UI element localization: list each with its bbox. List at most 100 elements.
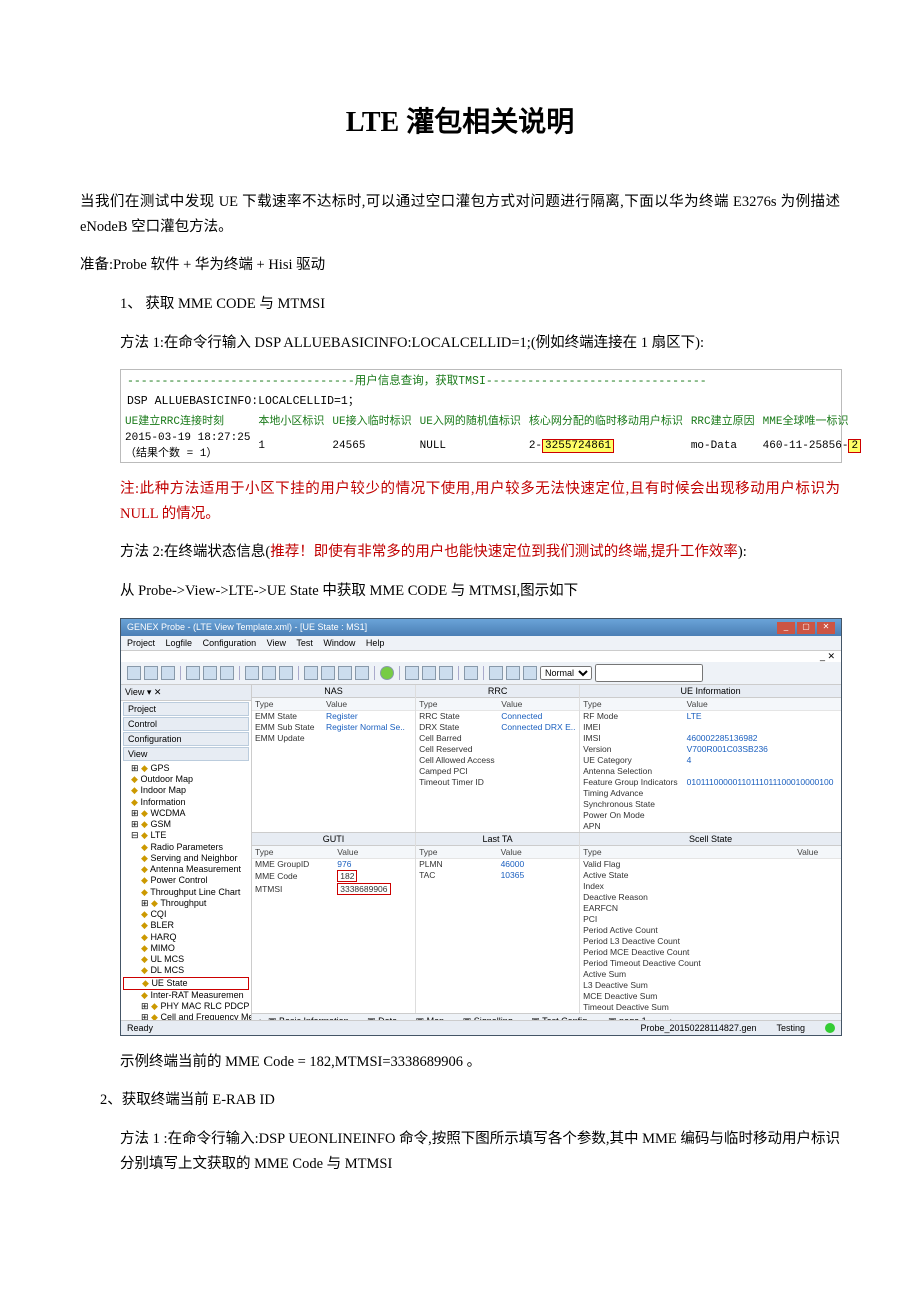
ue-val: 4 <box>684 755 841 766</box>
tree-item[interactable]: ◆ HARQ <box>123 932 249 943</box>
ue-val: 460002285136982 <box>684 733 841 744</box>
menu-project[interactable]: Project <box>127 638 155 648</box>
probe-sidebar[interactable]: View ▾ ✕ Project Control Configuration V… <box>121 685 252 1020</box>
probe-bottom-tabs[interactable]: ◂ ▣ Basic Information ▣ Data ▣ Map ▣ Sig… <box>252 1013 841 1020</box>
mdi-minibar[interactable]: _ ✕ <box>121 651 841 662</box>
tb-icon[interactable] <box>321 666 335 680</box>
tb-icon[interactable] <box>355 666 369 680</box>
sc-row: EARFCN <box>580 903 794 914</box>
tree-ue-state[interactable]: ◆ UE State <box>123 977 249 990</box>
ue-val <box>684 799 841 810</box>
tree-wcdma[interactable]: ⊞ ◆ WCDMA <box>123 808 249 819</box>
col-hdr: UE入网的随机值标识 <box>416 410 525 430</box>
tab-page1[interactable]: ▣ page 1 <box>608 1016 655 1020</box>
sidebar-tree[interactable]: ⊞ ◆ GPS ◆ Outdoor Map ◆ Indoor Map ◆ Inf… <box>121 762 251 1020</box>
tb-icon[interactable] <box>220 666 234 680</box>
tb-icon[interactable] <box>304 666 318 680</box>
sc-val <box>794 925 841 936</box>
status-testing: Testing <box>776 1023 805 1033</box>
min-icon[interactable]: _ <box>777 622 795 634</box>
menu-view[interactable]: View <box>267 638 286 648</box>
tb-play-icon[interactable] <box>489 666 503 680</box>
probe-main: NAS TypeValue EMM StateRegister EMM Sub … <box>252 685 841 1020</box>
window-buttons[interactable]: _▢✕ <box>775 621 835 634</box>
tb-icon[interactable] <box>127 666 141 680</box>
tree-item[interactable]: ⊞ ◆ PHY MAC RLC PDCP R <box>123 1001 249 1012</box>
side-btn-project[interactable]: Project <box>123 702 249 716</box>
menu-config[interactable]: Configuration <box>203 638 257 648</box>
side-btn-config[interactable]: Configuration <box>123 732 249 746</box>
menu-help[interactable]: Help <box>366 638 385 648</box>
max-icon[interactable]: ▢ <box>797 622 815 634</box>
tree-item[interactable]: ◆ UL MCS <box>123 954 249 965</box>
side-btn-control[interactable]: Control <box>123 717 249 731</box>
tb-icon[interactable] <box>203 666 217 680</box>
menu-test[interactable]: Test <box>296 638 313 648</box>
tb-icon[interactable] <box>405 666 419 680</box>
tree-item[interactable]: ◆ Radio Parameters <box>123 842 249 853</box>
tree-item[interactable]: ◆ Inter-RAT Measuremen <box>123 990 249 1001</box>
tree-information[interactable]: ◆ Information <box>123 797 249 808</box>
tree-indoor-map[interactable]: ◆ Indoor Map <box>123 785 249 796</box>
tree-item[interactable]: ◆ Throughput Line Chart <box>123 887 249 898</box>
tree-item[interactable]: ◆ Power Control <box>123 875 249 886</box>
nas-val: Register Normal Se.. <box>323 722 415 733</box>
tree-item[interactable]: ◆ BLER <box>123 920 249 931</box>
panel-title: Last TA <box>416 833 579 846</box>
ue-row: IMEI <box>580 722 683 733</box>
tree-item[interactable]: ◆ MIMO <box>123 943 249 954</box>
menu-logfile[interactable]: Logfile <box>166 638 193 648</box>
tb-icon[interactable] <box>338 666 352 680</box>
tree-lte[interactable]: ⊟ ◆ LTE <box>123 830 249 841</box>
tree-item[interactable]: ⊞ ◆ Cell and Frequency Me <box>123 1012 249 1020</box>
tree-item[interactable]: ◆ CQI <box>123 909 249 920</box>
menu-window[interactable]: Window <box>323 638 355 648</box>
tab-basic[interactable]: ▣ Basic Information <box>268 1016 357 1020</box>
tb-sep <box>239 666 240 680</box>
tab-signalling[interactable]: ▣ Signalling <box>463 1016 521 1020</box>
tb-icon[interactable] <box>506 666 520 680</box>
panel-title: RRC <box>416 685 579 698</box>
tb-icon[interactable] <box>523 666 537 680</box>
tb-icon[interactable] <box>144 666 158 680</box>
rrc-row: Cell Reserved <box>416 744 498 755</box>
ta-row: PLMN <box>416 858 498 870</box>
tb-icon[interactable] <box>245 666 259 680</box>
tb-sep <box>180 666 181 680</box>
col-type: Type <box>252 698 323 711</box>
tree-gsm[interactable]: ⊞ ◆ GSM <box>123 819 249 830</box>
tb-record-icon[interactable] <box>380 666 394 680</box>
tb-normal-select[interactable]: Normal <box>540 666 592 680</box>
guti-mme-code: MME Code <box>252 870 334 883</box>
tb-icon[interactable] <box>262 666 276 680</box>
side-head-view: View ▾ ✕ <box>121 685 251 701</box>
tree-item[interactable]: ⊞ ◆ Throughput <box>123 898 249 909</box>
tree-item[interactable]: ◆ Antenna Measurement <box>123 864 249 875</box>
tree-item[interactable]: ◆ Serving and Neighbor <box>123 853 249 864</box>
tb-icon[interactable] <box>161 666 175 680</box>
tab-map[interactable]: ▣ Map <box>416 1016 453 1020</box>
tab-testconfig[interactable]: ▣ Test Config. <box>531 1016 597 1020</box>
tb-search-input[interactable] <box>595 664 703 682</box>
rrc-val <box>498 777 579 788</box>
tree-item[interactable]: ◆ DL MCS <box>123 965 249 976</box>
tb-icon[interactable] <box>439 666 453 680</box>
tb-icon[interactable] <box>279 666 293 680</box>
probe-menubar[interactable]: Project Logfile Configuration View Test … <box>121 636 841 651</box>
tab-data[interactable]: ▣ Data <box>367 1016 405 1020</box>
tree-gps[interactable]: ⊞ ◆ GPS <box>123 763 249 774</box>
probe-toolbar[interactable]: Normal <box>121 662 841 685</box>
tb-sep <box>458 666 459 680</box>
tree-outdoor-map[interactable]: ◆ Outdoor Map <box>123 774 249 785</box>
ta-val: 46000 <box>498 858 580 870</box>
side-btn-view[interactable]: View <box>123 747 249 761</box>
tb-icon[interactable] <box>422 666 436 680</box>
close-icon[interactable]: ✕ <box>817 622 835 634</box>
ue-val <box>684 766 841 777</box>
tb-icon[interactable] <box>186 666 200 680</box>
ta-row: TAC <box>416 870 498 881</box>
ue-row: Antenna Selection <box>580 766 683 777</box>
ue-row: Synchronous State <box>580 799 683 810</box>
step1-note: 注:此种方法适用于小区下挂的用户较少的情况下使用,用户较多无法快速定位,且有时候… <box>80 477 840 526</box>
tb-icon[interactable] <box>464 666 478 680</box>
